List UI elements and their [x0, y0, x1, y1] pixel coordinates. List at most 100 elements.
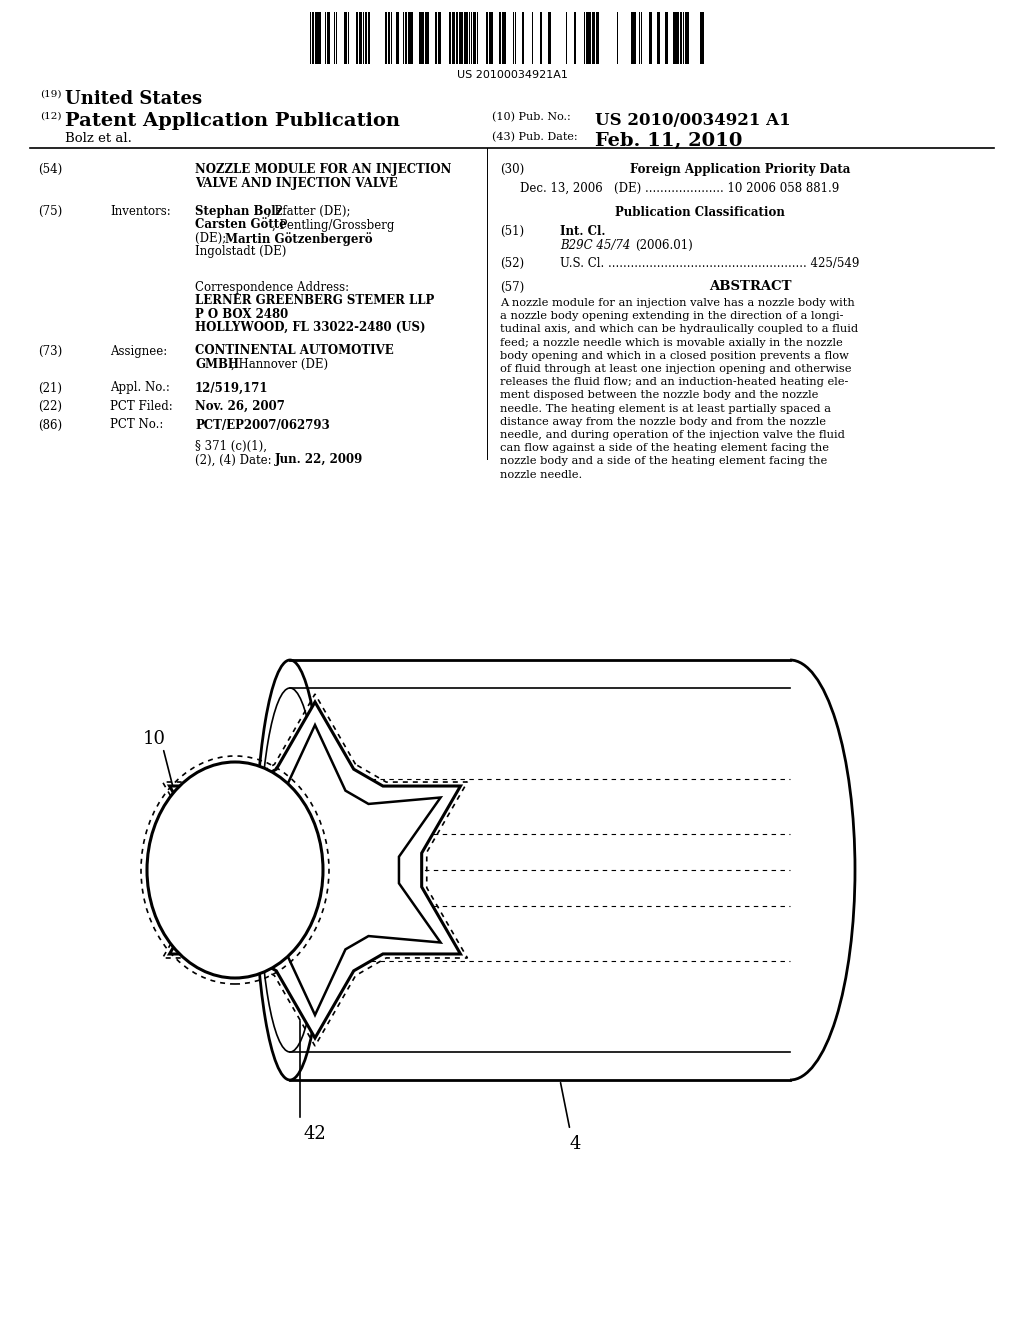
Text: (54): (54): [38, 162, 62, 176]
Text: can flow against a side of the heating element facing the: can flow against a side of the heating e…: [500, 444, 829, 453]
Text: Appl. No.:: Appl. No.:: [110, 381, 170, 395]
Bar: [464, 12, 468, 63]
Text: Foreign Application Priority Data: Foreign Application Priority Data: [630, 162, 850, 176]
Text: 4: 4: [569, 1135, 581, 1152]
Text: ABSTRACT: ABSTRACT: [709, 281, 792, 293]
Text: B29C 45/74: B29C 45/74: [560, 239, 631, 252]
Text: nozzle body and a side of the heating element facing the: nozzle body and a side of the heating el…: [500, 457, 827, 466]
Text: releases the fluid flow; and an induction-heated heating ele-: releases the fluid flow; and an inductio…: [500, 378, 848, 387]
Text: ,: ,: [344, 232, 348, 246]
Bar: [406, 12, 407, 63]
Bar: [489, 12, 493, 63]
Text: (86): (86): [38, 418, 62, 432]
Text: NOZZLE MODULE FOR AN INJECTION: NOZZLE MODULE FOR AN INJECTION: [195, 162, 452, 176]
Text: A nozzle module for an injection valve has a nozzle body with: A nozzle module for an injection valve h…: [500, 298, 855, 308]
Text: distance away from the nozzle body and from the nozzle: distance away from the nozzle body and f…: [500, 417, 826, 426]
Bar: [548, 12, 551, 63]
Text: (30): (30): [500, 162, 524, 176]
Text: Stephan Bolz: Stephan Bolz: [195, 205, 283, 218]
Bar: [673, 12, 679, 63]
Text: (57): (57): [500, 281, 524, 293]
Bar: [359, 12, 362, 63]
Bar: [700, 12, 705, 63]
Text: feed; a nozzle needle which is movable axially in the nozzle: feed; a nozzle needle which is movable a…: [500, 338, 843, 347]
Bar: [365, 12, 367, 63]
Text: , Pentling/Grossberg: , Pentling/Grossberg: [272, 219, 394, 231]
Bar: [596, 12, 599, 63]
Bar: [459, 12, 463, 63]
Text: 10: 10: [143, 730, 166, 748]
Bar: [631, 12, 636, 63]
Text: Jun. 22, 2009: Jun. 22, 2009: [275, 454, 364, 466]
Bar: [486, 12, 488, 63]
Text: needle, and during operation of the injection valve the fluid: needle, and during operation of the inje…: [500, 430, 845, 440]
Text: a nozzle body opening extending in the direction of a longi-: a nozzle body opening extending in the d…: [500, 312, 844, 321]
Bar: [435, 12, 437, 63]
Text: (73): (73): [38, 345, 62, 358]
Bar: [438, 12, 441, 63]
Text: US 2010/0034921 A1: US 2010/0034921 A1: [595, 112, 791, 129]
Bar: [574, 12, 575, 63]
Bar: [499, 12, 501, 63]
Bar: [327, 12, 330, 63]
Text: (75): (75): [38, 205, 62, 218]
Bar: [408, 12, 413, 63]
Text: GMBH: GMBH: [195, 358, 239, 371]
Bar: [665, 12, 668, 63]
Polygon shape: [170, 702, 461, 1038]
Text: ment disposed between the nozzle body and the nozzle: ment disposed between the nozzle body an…: [500, 391, 818, 400]
Text: Bolz et al.: Bolz et al.: [65, 132, 132, 145]
Text: VALVE AND INJECTION VALVE: VALVE AND INJECTION VALVE: [195, 177, 397, 190]
Text: Patent Application Publication: Patent Application Publication: [65, 112, 400, 129]
Text: (43) Pub. Date:: (43) Pub. Date:: [492, 132, 578, 143]
Text: Correspondence Address:: Correspondence Address:: [195, 281, 349, 293]
Text: Feb. 11, 2010: Feb. 11, 2010: [595, 132, 742, 150]
Text: Dec. 13, 2006   (DE) ..................... 10 2006 058 881.9: Dec. 13, 2006 (DE) .....................…: [520, 181, 840, 194]
Text: P O BOX 2480: P O BOX 2480: [195, 308, 288, 321]
Text: Nov. 26, 2007: Nov. 26, 2007: [195, 400, 285, 413]
Text: PCT No.:: PCT No.:: [110, 418, 164, 432]
Bar: [396, 12, 399, 63]
Bar: [385, 12, 387, 63]
Text: Ingolstadt (DE): Ingolstadt (DE): [195, 246, 287, 259]
Bar: [312, 12, 314, 63]
Bar: [473, 12, 476, 63]
Bar: [680, 12, 682, 63]
Text: US 20100034921A1: US 20100034921A1: [457, 70, 567, 81]
Bar: [368, 12, 370, 63]
Bar: [449, 12, 451, 63]
Bar: [657, 12, 660, 63]
Text: CONTINENTAL AUTOMOTIVE: CONTINENTAL AUTOMOTIVE: [195, 345, 394, 358]
Text: (22): (22): [38, 400, 62, 413]
Text: nozzle needle.: nozzle needle.: [500, 470, 583, 479]
Bar: [540, 12, 542, 63]
Text: Int. Cl.: Int. Cl.: [560, 224, 605, 238]
Polygon shape: [189, 725, 440, 1015]
Text: U.S. Cl. ..................................................... 425/549: U.S. Cl. ...............................…: [560, 257, 859, 271]
Text: (19): (19): [40, 90, 61, 99]
Text: , Pfatter (DE);: , Pfatter (DE);: [267, 205, 350, 218]
Bar: [344, 12, 347, 63]
Text: 12/519,171: 12/519,171: [195, 381, 268, 395]
Text: § 371 (c)(1),: § 371 (c)(1),: [195, 440, 267, 453]
Text: (21): (21): [38, 381, 62, 395]
Text: needle. The heating element is at least partially spaced a: needle. The heating element is at least …: [500, 404, 831, 413]
Text: Assignee:: Assignee:: [110, 345, 167, 358]
Bar: [522, 12, 524, 63]
Text: of fluid through at least one injection opening and otherwise: of fluid through at least one injection …: [500, 364, 852, 374]
Text: tudinal axis, and which can be hydraulically coupled to a fluid: tudinal axis, and which can be hydraulic…: [500, 325, 858, 334]
Text: (12): (12): [40, 112, 61, 121]
Text: United States: United States: [65, 90, 202, 108]
Bar: [456, 12, 458, 63]
Bar: [388, 12, 390, 63]
Bar: [592, 12, 595, 63]
Text: Publication Classification: Publication Classification: [615, 206, 785, 219]
Text: (10) Pub. No.:: (10) Pub. No.:: [492, 112, 570, 123]
Bar: [452, 12, 455, 63]
Text: , Hannover (DE): , Hannover (DE): [231, 358, 328, 371]
Text: 42: 42: [304, 1125, 327, 1143]
Text: PCT Filed:: PCT Filed:: [110, 400, 173, 413]
Bar: [649, 12, 652, 63]
Text: (2006.01): (2006.01): [635, 239, 693, 252]
Text: Inventors:: Inventors:: [110, 205, 171, 218]
